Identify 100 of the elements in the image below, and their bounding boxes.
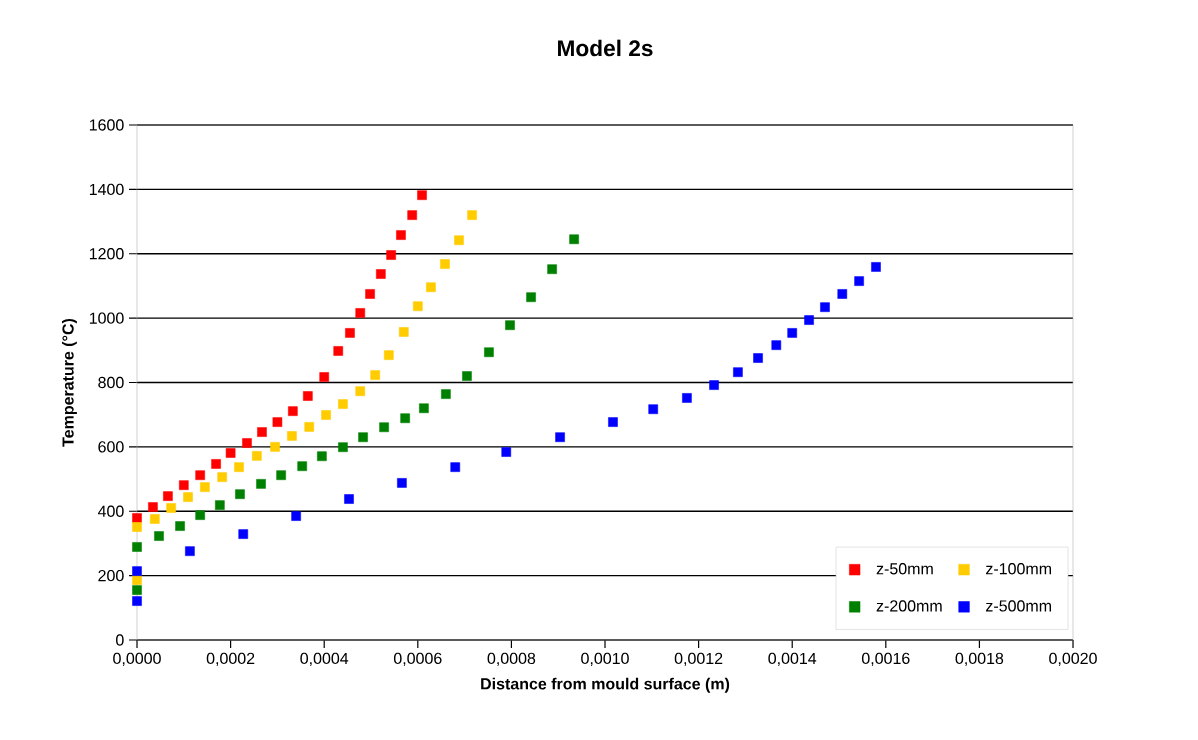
- point: [195, 510, 205, 520]
- point: [426, 282, 436, 293]
- point: [771, 340, 782, 350]
- y-tick-label: 1000: [89, 312, 124, 324]
- point: [450, 462, 461, 472]
- point: [344, 494, 354, 504]
- point: [837, 289, 848, 299]
- point: [547, 264, 557, 274]
- y-tick-label: 600: [98, 441, 124, 453]
- legend-label: z-200mm: [876, 600, 942, 612]
- point: [242, 438, 252, 448]
- point: [132, 575, 142, 585]
- x-tick-label: 0,0010: [581, 652, 629, 666]
- point: [132, 513, 142, 523]
- point: [276, 470, 286, 480]
- point: [569, 234, 579, 245]
- point: [383, 350, 394, 360]
- point: [355, 386, 366, 396]
- legend-label: z-50mm: [876, 563, 933, 575]
- point: [338, 399, 348, 409]
- x-tick-label: 0,0012: [674, 652, 723, 666]
- x-tick-label: 0,0014: [768, 652, 817, 666]
- point: [526, 292, 536, 302]
- point: [400, 413, 410, 424]
- point: [183, 492, 193, 502]
- point: [333, 346, 344, 356]
- point: [163, 491, 173, 501]
- point: [132, 522, 142, 532]
- point: [555, 432, 565, 443]
- point: [288, 406, 298, 416]
- y-tick-label: 800: [98, 376, 124, 389]
- point: [132, 596, 142, 606]
- point: [148, 502, 158, 512]
- point: [376, 269, 386, 279]
- point: [234, 462, 244, 472]
- point: [238, 529, 249, 539]
- point: [304, 422, 315, 432]
- point: [398, 327, 409, 337]
- point: [345, 328, 355, 338]
- point: [871, 262, 881, 272]
- point: [419, 403, 429, 414]
- point: [179, 480, 189, 490]
- point: [733, 367, 743, 377]
- point: [804, 315, 814, 325]
- point: [132, 566, 142, 576]
- point: [291, 511, 301, 521]
- point: [319, 372, 330, 382]
- x-tick-label: 0,0004: [300, 652, 349, 666]
- x-tick-label: 0,0000: [113, 652, 161, 666]
- point: [235, 489, 245, 499]
- x-tick-label: 0,0018: [955, 652, 1004, 666]
- point: [386, 250, 396, 260]
- point: [854, 276, 864, 286]
- point: [462, 371, 472, 381]
- point: [270, 442, 280, 452]
- point: [396, 230, 406, 240]
- point: [413, 301, 423, 312]
- point: [132, 542, 142, 552]
- point: [355, 308, 366, 318]
- point: [200, 482, 210, 492]
- point: [257, 427, 267, 437]
- point: [185, 546, 195, 556]
- point: [753, 353, 763, 363]
- point: [132, 585, 142, 595]
- point: [407, 210, 417, 220]
- x-tick-label: 0,0006: [393, 652, 442, 666]
- chart-title: Model 2s: [558, 39, 653, 57]
- point: [467, 210, 477, 220]
- point: [787, 328, 798, 338]
- point: [303, 391, 313, 401]
- x-tick-label: 0,0002: [206, 652, 255, 666]
- point: [338, 442, 348, 452]
- x-axis-title: Distance from mould surface (m): [481, 677, 730, 693]
- x-tick-label: 0,0008: [487, 652, 536, 666]
- point: [417, 190, 427, 200]
- point: [149, 514, 160, 524]
- y-tick-label: 1600: [89, 119, 124, 131]
- point: [682, 393, 692, 403]
- y-tick-label: 200: [98, 569, 124, 582]
- point: [501, 447, 512, 457]
- point: [440, 259, 450, 269]
- x-tick-label: 0,0016: [861, 652, 910, 666]
- point: [215, 500, 225, 510]
- y-tick-label: 400: [97, 505, 124, 517]
- point: [648, 404, 659, 415]
- point: [297, 461, 308, 471]
- y-axis-title: Temperature (°C): [61, 318, 77, 447]
- legend-label: z-100mm: [986, 563, 1051, 575]
- point: [608, 417, 618, 427]
- point: [175, 521, 185, 531]
- point: [252, 451, 262, 461]
- point: [154, 531, 164, 541]
- point: [287, 431, 297, 441]
- point: [820, 302, 830, 312]
- point: [321, 410, 331, 420]
- point: [256, 479, 266, 489]
- point: [166, 503, 176, 513]
- point: [317, 451, 327, 462]
- point: [505, 320, 515, 331]
- point: [272, 417, 283, 427]
